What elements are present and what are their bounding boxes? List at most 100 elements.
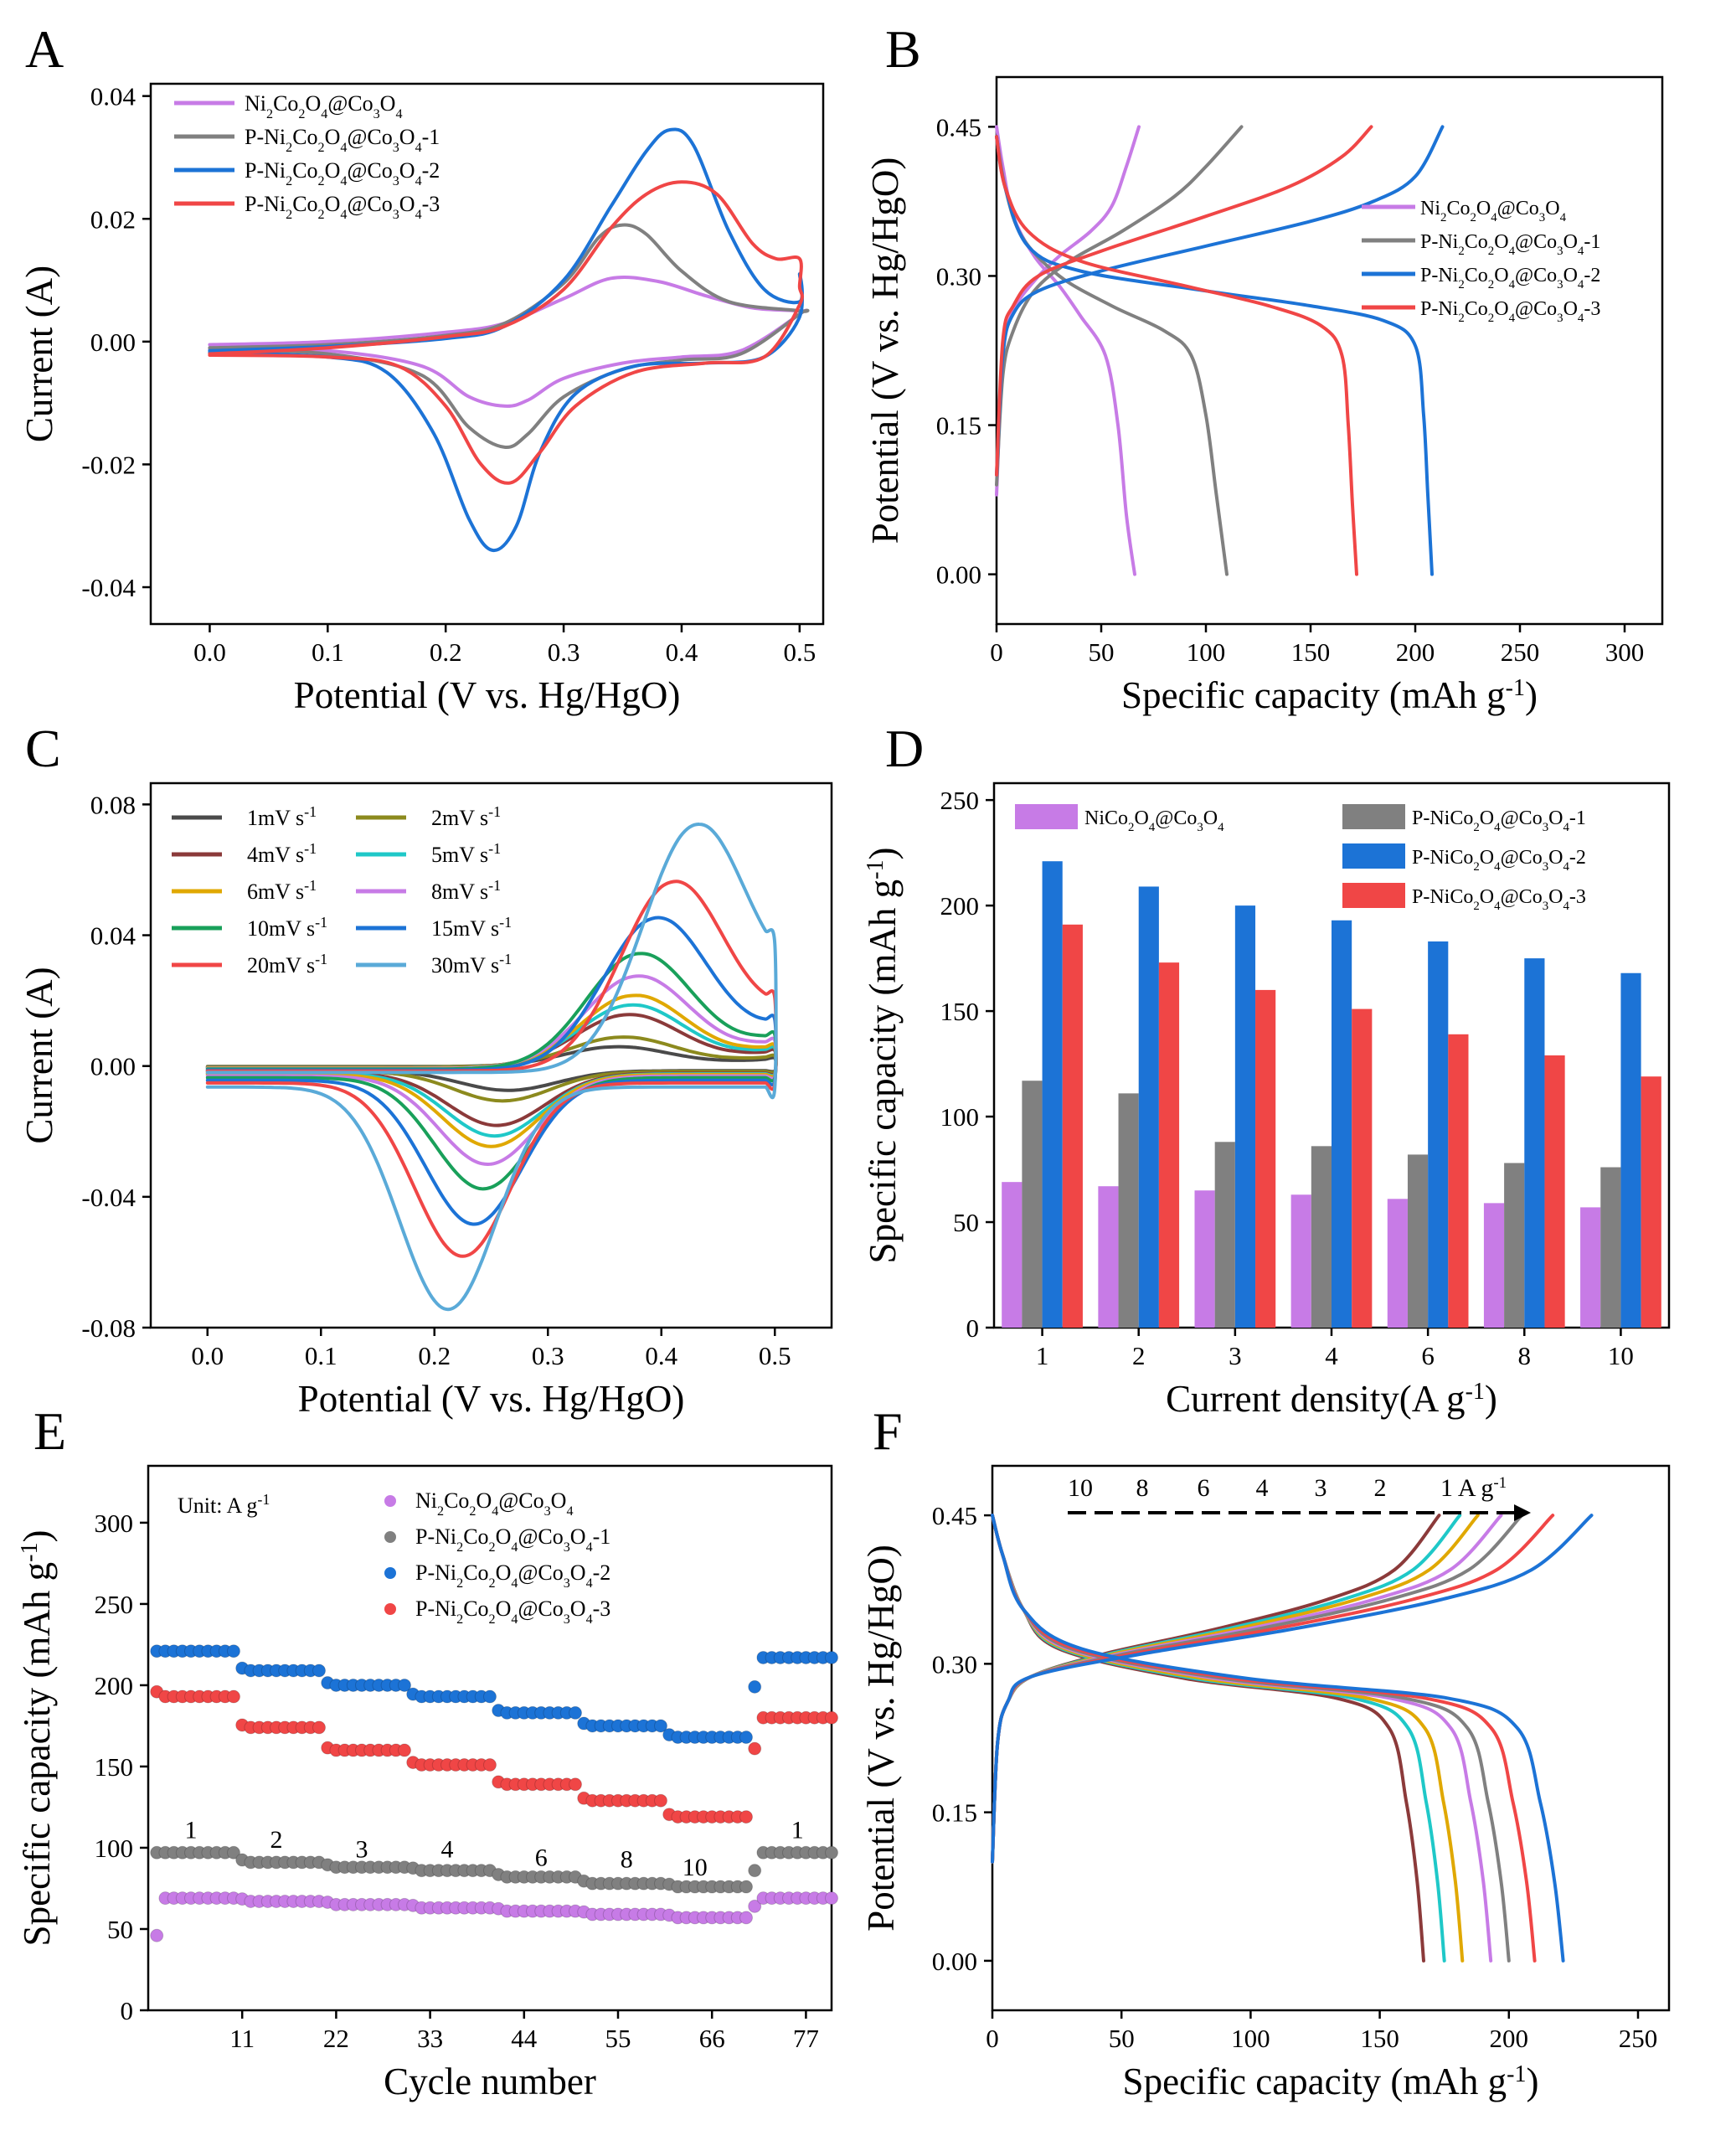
x-tick-label: 3 bbox=[1229, 1341, 1242, 1370]
x-tick-label: 100 bbox=[1187, 637, 1226, 667]
x-tick-label: 300 bbox=[1605, 637, 1645, 667]
formula-text: O bbox=[496, 1596, 512, 1621]
y-tick-label: -0.04 bbox=[81, 1183, 136, 1212]
legend-swatch bbox=[1342, 804, 1405, 829]
formula-text: O bbox=[325, 192, 341, 216]
data-point bbox=[150, 1928, 164, 1942]
formula-subscript: 4 bbox=[1563, 900, 1569, 913]
label-text: Current density(A g bbox=[1166, 1378, 1465, 1420]
formula-subscript: 3 bbox=[393, 174, 399, 188]
bar bbox=[1524, 958, 1545, 1328]
x-tick-label: 0.2 bbox=[430, 637, 462, 667]
formula-subscript: 3 bbox=[373, 107, 380, 121]
x-tick-label: 0.3 bbox=[532, 1341, 564, 1370]
bar bbox=[1352, 1008, 1373, 1328]
x-tick-label: 150 bbox=[1360, 2024, 1399, 2053]
formula-subscript: 2 bbox=[1458, 278, 1464, 291]
data-point bbox=[398, 1678, 411, 1692]
unit-note: Unit: A g-1 bbox=[178, 1491, 270, 1518]
x-axis-title: Specific capacity (mAh g-1) bbox=[1123, 2061, 1539, 2102]
label-text: Cycle number bbox=[384, 2061, 596, 2102]
formula-subscript: 2 bbox=[266, 107, 273, 121]
label-superscript: -1 bbox=[1506, 675, 1525, 701]
y-tick-label: -0.02 bbox=[81, 450, 136, 479]
label-text: Specific capacity (mAh g bbox=[1121, 674, 1506, 716]
bar bbox=[1504, 1163, 1525, 1328]
gcd-charge-curve bbox=[991, 1514, 1594, 1864]
bar bbox=[1620, 972, 1641, 1328]
x-tick-label: 0.3 bbox=[548, 637, 580, 667]
formula-text: Co bbox=[273, 91, 298, 116]
data-point bbox=[739, 1880, 753, 1894]
formula-text: O bbox=[551, 1488, 567, 1513]
rate-label: 6 bbox=[535, 1844, 548, 1871]
y-tick-label: 0.00 bbox=[90, 328, 136, 357]
label-text: 6mV s bbox=[247, 879, 304, 904]
formula-text: -2 bbox=[1584, 265, 1600, 286]
legend-marker bbox=[384, 1495, 396, 1507]
data-point bbox=[654, 1719, 667, 1733]
formula-subscript: 3 bbox=[564, 1540, 570, 1555]
label-superscript: -1 bbox=[257, 1491, 270, 1508]
data-point bbox=[739, 1911, 753, 1925]
x-tick-label: 6 bbox=[1421, 1341, 1435, 1370]
label-superscript: -1 bbox=[315, 951, 327, 967]
formula-subscript: 2 bbox=[318, 208, 325, 222]
formula-subscript: 4 bbox=[492, 1504, 498, 1519]
legend-entry: P-NiCo2O4@Co3O4-1 bbox=[1412, 807, 1586, 834]
label-text: ) bbox=[1485, 1378, 1497, 1420]
legend-entry: 1mV s-1 bbox=[247, 803, 317, 830]
formula-subscript: 4 bbox=[415, 174, 422, 188]
formula-text: O bbox=[1480, 807, 1494, 829]
label-text: ) bbox=[1526, 2061, 1538, 2102]
formula-text: O bbox=[1548, 807, 1563, 829]
bar bbox=[1580, 1207, 1601, 1328]
plot-frame bbox=[149, 82, 825, 626]
formula-text: NiCo bbox=[1084, 807, 1128, 829]
formula-subscript: 3 bbox=[564, 1576, 570, 1591]
formula-subscript: 3 bbox=[1539, 211, 1545, 224]
x-tick-label: 0.4 bbox=[645, 1341, 677, 1370]
legend-entry: P-Ni2Co2O4@Co3O4-3 bbox=[415, 1596, 610, 1627]
legend-entry: 6mV s-1 bbox=[247, 877, 317, 904]
y-tick-label: 100 bbox=[940, 1102, 980, 1132]
formula-text: P-Ni bbox=[245, 192, 286, 216]
y-tick-label: 200 bbox=[95, 1671, 134, 1700]
x-tick-label: 1 bbox=[1036, 1341, 1049, 1370]
gcd-discharge-curve bbox=[991, 1514, 1493, 1963]
formula-text: O bbox=[1480, 847, 1494, 869]
bar bbox=[1255, 989, 1276, 1328]
data-point bbox=[483, 1689, 497, 1704]
data-point bbox=[748, 1899, 762, 1913]
y-axis-title: Current (A) bbox=[18, 266, 60, 442]
y-tick-label: 200 bbox=[940, 891, 980, 921]
formula-text: -3 bbox=[422, 192, 440, 216]
formula-text: -1 bbox=[422, 125, 440, 149]
label-text: Current (A) bbox=[18, 266, 60, 442]
label-text: Potential (V vs. Hg/HgO) bbox=[298, 1378, 685, 1420]
formula-subscript: 2 bbox=[469, 1504, 476, 1519]
cv-curve bbox=[208, 180, 804, 485]
gcd-discharge-curve bbox=[995, 125, 1136, 576]
gcd-discharge-curve bbox=[995, 135, 1229, 576]
legend-entry: Ni2Co2O4@Co3O4 bbox=[245, 91, 403, 121]
formula-text: @Co bbox=[1501, 847, 1543, 869]
x-tick-label: 0.1 bbox=[312, 637, 344, 667]
label-superscript: -1 bbox=[488, 877, 501, 894]
formula-subscript: 2 bbox=[298, 107, 305, 121]
formula-text: @Co bbox=[1515, 298, 1557, 320]
formula-subscript: 4 bbox=[1560, 211, 1567, 224]
formula-text: Co bbox=[1465, 265, 1488, 286]
formula-text: O bbox=[325, 158, 341, 183]
formula-text: P-Ni bbox=[1420, 265, 1459, 286]
formula-text: O bbox=[1494, 298, 1508, 320]
formula-text: Co bbox=[444, 1488, 469, 1513]
x-tick-label: 44 bbox=[511, 2024, 538, 2053]
x-tick-label: 33 bbox=[417, 2024, 443, 2053]
data-point bbox=[312, 1720, 326, 1735]
y-tick-label: 0.04 bbox=[90, 921, 137, 951]
formula-subscript: 3 bbox=[1557, 278, 1563, 291]
formula-subscript: 3 bbox=[564, 1612, 570, 1627]
legend-swatch bbox=[1015, 804, 1078, 829]
label-text: Potential (V vs. Hg/HgO) bbox=[294, 674, 681, 716]
